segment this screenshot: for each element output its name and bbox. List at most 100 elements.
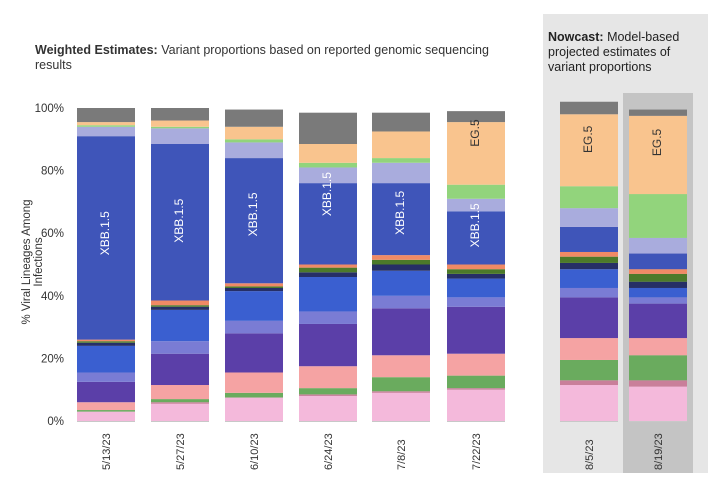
lineage-label: XBB.1.5	[320, 172, 334, 216]
y-axis-label: % Viral Lineages Among Infections	[21, 199, 45, 325]
x-tick-label: 5/27/23	[175, 433, 187, 470]
bar-segment	[225, 139, 283, 143]
bar-segment	[447, 111, 505, 123]
bar-segment	[629, 269, 687, 274]
bar-segment	[629, 303, 687, 339]
bar-segment	[151, 309, 209, 342]
x-tick-label: 6/10/23	[249, 433, 261, 470]
bar-segment	[447, 211, 505, 265]
bar-segment	[299, 267, 357, 273]
y-tick-label: 60%	[41, 228, 64, 240]
x-tick-label: 7/8/23	[396, 439, 408, 470]
bar-segment	[560, 226, 618, 252]
bar-segment	[151, 128, 209, 144]
bar-segment	[151, 305, 209, 307]
bar-segment	[151, 353, 209, 386]
bar-segment	[560, 359, 618, 381]
bar-segment	[151, 385, 209, 400]
bar-segment	[560, 385, 618, 421]
bar-segment	[560, 269, 618, 288]
bar-segment	[629, 281, 687, 288]
bar-segment	[447, 198, 505, 212]
x-tick-label: 8/19/23	[653, 433, 665, 470]
bar-segment	[629, 386, 687, 421]
bar-segment	[225, 286, 283, 288]
bar-segment	[372, 183, 430, 256]
lineage-label: XBB.1.5	[172, 198, 186, 242]
bar-segment	[77, 126, 135, 137]
y-axis-ticks: 0% 20% 40% 60% 80% 100%	[35, 103, 64, 428]
bar-segment	[77, 411, 135, 421]
bar-segment	[77, 342, 135, 346]
bar-segment	[372, 158, 430, 163]
bar-segment	[77, 136, 135, 340]
y-tick-label: 40%	[41, 291, 64, 303]
bar-segment	[225, 397, 283, 421]
bar-segment	[151, 306, 209, 310]
bar-segment	[299, 323, 357, 367]
bar-segment	[629, 253, 687, 270]
bar-segment	[629, 194, 687, 238]
bar-segment	[299, 143, 357, 163]
bar-segment	[560, 251, 618, 257]
bar-segment	[151, 399, 209, 403]
chart-title: Weighted Estimates: Variant proportions …	[35, 43, 505, 73]
y-tick-label: 0%	[47, 416, 64, 428]
bar-segment	[372, 270, 430, 296]
bar-segment	[560, 186, 618, 209]
bar-segment	[77, 122, 135, 126]
bar-segment	[299, 394, 357, 396]
bar-segment	[447, 273, 505, 279]
bar-segment	[299, 162, 357, 168]
bar-segment	[77, 341, 135, 343]
bar-segment	[372, 131, 430, 159]
bar-segment	[447, 278, 505, 298]
bar-segment	[447, 297, 505, 307]
bar-segment	[629, 273, 687, 282]
bar-segment	[629, 338, 687, 356]
bar-segment	[299, 183, 357, 265]
bar-segment	[225, 287, 283, 292]
bar-segment	[299, 366, 357, 389]
bar-segment	[629, 115, 687, 195]
bar-segment	[299, 311, 357, 324]
chart-title-rest: Variant proportions based on reported ge…	[35, 43, 489, 72]
bar-segment	[225, 126, 283, 140]
bar-segment	[372, 259, 430, 265]
bar-segment	[447, 264, 505, 270]
bar-segment	[151, 300, 209, 306]
bar-segment	[560, 114, 618, 187]
bar-segment	[299, 388, 357, 395]
bar-segment	[560, 262, 618, 270]
bar-segment	[629, 109, 687, 116]
bar-segment	[560, 256, 618, 263]
bar-segment	[629, 297, 687, 304]
lineage-label: XBB.1.5	[246, 192, 260, 236]
bar-segment	[77, 381, 135, 403]
y-tick-label: 20%	[41, 353, 64, 365]
chart-title-bold: Weighted Estimates:	[35, 43, 158, 57]
bar-segment	[372, 377, 430, 392]
bar-segment	[372, 112, 430, 132]
bar-segment	[151, 143, 209, 301]
bar-segment	[225, 291, 283, 321]
x-tick-label: 8/5/23	[584, 439, 596, 470]
bar-segment	[151, 108, 209, 121]
x-tick-label: 6/24/23	[323, 433, 335, 470]
nowcast-title-bold: Nowcast:	[548, 30, 604, 44]
bar-segment	[372, 255, 430, 260]
bar-segment	[299, 277, 357, 312]
bar-segment	[447, 269, 505, 274]
bar-segment	[77, 125, 135, 127]
bar-segment	[77, 345, 135, 373]
lineage-label: EG.5	[581, 125, 595, 153]
bar-segment	[372, 355, 430, 378]
bar-segment	[77, 402, 135, 411]
bar-segment	[372, 295, 430, 309]
bar-annotations: XBB.1.5 XBB.1.5 XBB.1.5 XBB.1.5 XBB.1.5 XBB.1…	[98, 119, 664, 255]
bar-segment	[77, 372, 135, 382]
bar-segment	[372, 162, 430, 184]
bar-segment	[225, 372, 283, 393]
